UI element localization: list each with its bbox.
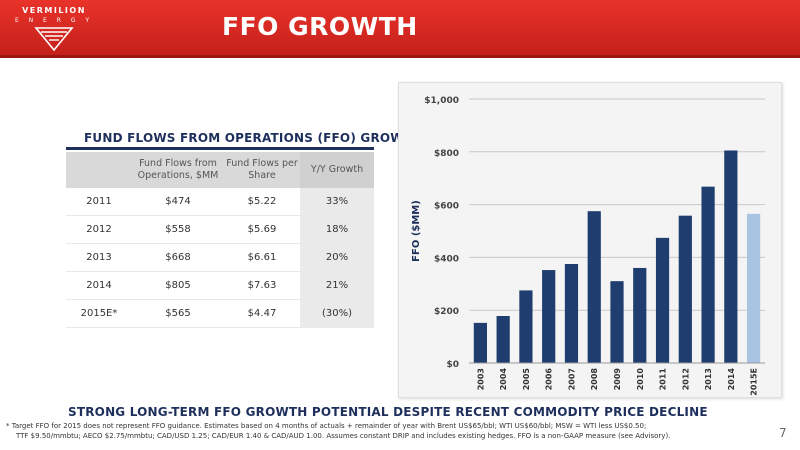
bar: [678, 215, 692, 363]
table-row: 2012 $558 $5.69 18%: [66, 215, 374, 244]
table-cell: $5.69: [224, 215, 300, 244]
bar: [473, 322, 487, 363]
x-tick-label: 2005: [522, 368, 531, 391]
table-cell: 33%: [300, 188, 374, 216]
bar: [519, 290, 533, 363]
logo-mark-icon: [34, 27, 74, 52]
bar: [587, 211, 601, 363]
table-header-cell: Fund Flows from Operations, $MM: [132, 152, 224, 188]
table-cell: 2011: [66, 188, 132, 216]
table-row: 2013 $668 $6.61 20%: [66, 243, 374, 272]
table-cell: 20%: [300, 243, 374, 272]
y-tick-label: $0: [446, 360, 459, 370]
bar: [747, 213, 761, 363]
table-cell: $565: [132, 299, 224, 328]
table-cell: $805: [132, 271, 224, 300]
table-cell: 2015E*: [66, 299, 132, 328]
x-tick-label: 2004: [499, 368, 508, 391]
table-cell: 2013: [66, 243, 132, 272]
bar: [564, 264, 579, 363]
page-number: 7: [779, 426, 787, 440]
x-tick-label: 2011: [659, 368, 668, 391]
table-header-row: Fund Flows from Operations, $MM Fund Flo…: [66, 152, 374, 188]
x-tick-label: 2012: [681, 368, 690, 390]
x-tick-label: 2009: [613, 368, 622, 391]
table-cell: 2012: [66, 215, 132, 244]
table-header-cell: [66, 152, 132, 188]
bar: [724, 150, 738, 363]
table-title: FUND FLOWS FROM OPERATIONS (FFO) GROWTH: [84, 131, 423, 145]
table-row: 2014 $805 $7.63 21%: [66, 271, 374, 300]
footnote-line-1: * Target FFO for 2015 does not represent…: [6, 422, 647, 430]
table-cell: (30%): [300, 299, 374, 328]
table-title-rule: [66, 147, 374, 150]
x-tick-label: 2006: [545, 368, 554, 391]
y-tick-label: $400: [434, 254, 459, 264]
page-title: FFO GROWTH: [222, 12, 418, 41]
x-tick-label: 2003: [476, 368, 485, 390]
slide-subtitle: STRONG LONG-TERM FFO GROWTH POTENTIAL DE…: [68, 405, 708, 419]
logo-subtitle: E N E R G Y: [14, 17, 94, 24]
footnote-line-2: TTF $9.50/mmbtu; AECO $2.75/mmbtu; CAD/U…: [16, 431, 671, 440]
bar: [701, 186, 715, 363]
bar: [655, 237, 670, 363]
vermilion-logo: VERMILION E N E R G Y: [8, 4, 100, 54]
table-cell: 18%: [300, 215, 374, 244]
table-header-cell: Y/Y Growth: [300, 152, 374, 188]
ffo-table: Fund Flows from Operations, $MM Fund Flo…: [66, 152, 374, 328]
bar: [610, 281, 624, 363]
bar: [633, 267, 647, 363]
y-tick-label: $200: [434, 307, 459, 317]
table-cell: $668: [132, 243, 224, 272]
x-tick-label: 2010: [636, 368, 645, 391]
table-row: 2015E* $565 $4.47 (30%): [66, 299, 374, 328]
table-cell: $5.22: [224, 188, 300, 216]
x-tick-label: 2014: [727, 368, 736, 391]
ffo-chart-panel: $0 $200 $400 $600 $800 $1,000 FFO ($MM) 2003 200…: [398, 82, 782, 398]
y-tick-label: $600: [434, 202, 459, 212]
bar: [542, 270, 556, 363]
table-cell: $558: [132, 215, 224, 244]
y-tick-label: $1,000: [424, 96, 459, 106]
table-cell: 2014: [66, 271, 132, 300]
table-cell: 21%: [300, 271, 374, 300]
table-cell: $7.63: [224, 271, 300, 300]
table-row: 2011 $474 $5.22 33%: [66, 188, 374, 216]
table-header-cell: Fund Flows per Share: [224, 152, 300, 188]
x-tick-label: 2015E: [750, 368, 759, 396]
y-axis-label: FFO ($MM): [411, 200, 422, 262]
logo-name: VERMILION: [22, 6, 86, 15]
bar: [496, 316, 510, 363]
table-cell: $6.61: [224, 243, 300, 272]
footnote: * Target FFO for 2015 does not represent…: [6, 422, 766, 441]
x-tick-label: 2008: [590, 368, 599, 391]
table-cell: $4.47: [224, 299, 300, 328]
y-tick-label: $800: [434, 149, 459, 159]
ffo-bar-chart: $0 $200 $400 $600 $800 $1,000 FFO ($MM) 2003 200…: [411, 96, 765, 396]
header-bar: VERMILION E N E R G Y FFO GROWTH: [0, 0, 800, 58]
table-cell: $474: [132, 188, 224, 216]
x-tick-label: 2013: [704, 368, 713, 390]
x-tick-label: 2007: [567, 368, 576, 390]
